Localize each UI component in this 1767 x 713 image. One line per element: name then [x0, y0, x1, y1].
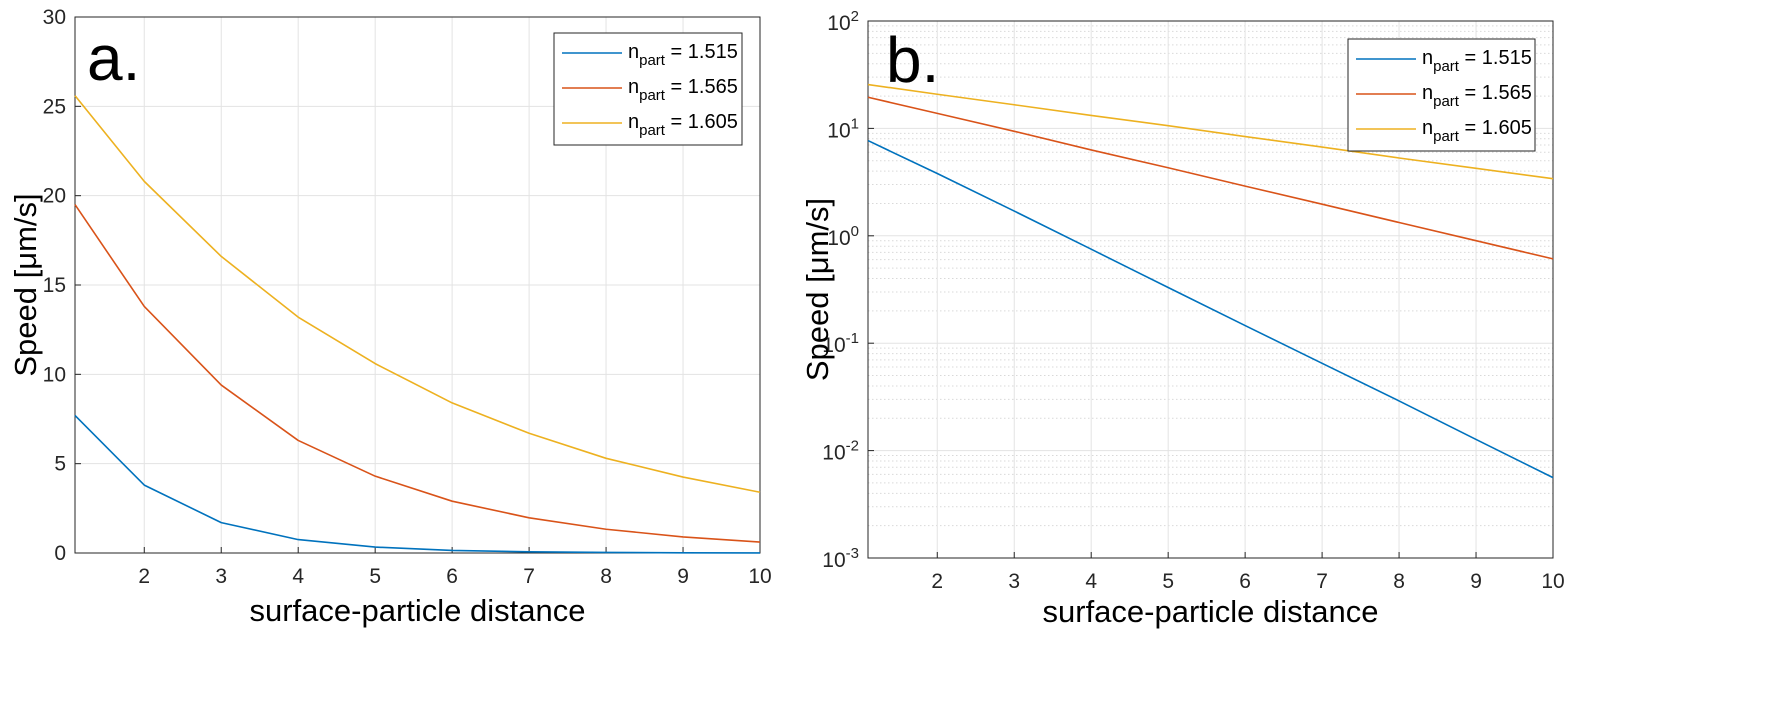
x-tick-label: 3 [215, 565, 227, 588]
legend-entry: npart = 1.515 [628, 41, 738, 69]
legend-entry: npart = 1.605 [628, 111, 738, 139]
y-tick-label: 100 [827, 223, 859, 250]
chart-panel-b: 2 3 4 5 6 7 8 9 10 10-3 10-2 10-1 100 101 102 npart = … [800, 8, 1565, 629]
grid-lines-a [75, 16, 761, 554]
x-tick-label: 7 [523, 565, 535, 588]
x-tick-label: 4 [1085, 570, 1097, 593]
legend-a: npart = 1.515 npart = 1.565 npart = 1.605 [553, 32, 743, 146]
y-tick-label: 30 [43, 6, 66, 29]
series-line-3 [867, 83, 1554, 180]
x-tick-label: 8 [1393, 570, 1405, 593]
legend-entry: npart = 1.565 [1422, 82, 1532, 110]
y-axis-label-b: Speed [μm/s] [800, 198, 835, 381]
y-tick-label: 10-1 [822, 330, 859, 357]
x-axis-label-a: surface-particle distance [250, 593, 586, 628]
series-line-3 [74, 95, 761, 494]
y-tick-label: 15 [43, 274, 66, 297]
x-tick-label: 2 [138, 565, 150, 588]
legend-box [553, 32, 743, 146]
y-tick-label: 20 [43, 185, 66, 208]
x-tick-label: 5 [1162, 570, 1174, 593]
series-line-1 [74, 414, 761, 554]
x-axis-label-b: surface-particle distance [1043, 594, 1379, 629]
tick-labels-b: 2 3 4 5 6 7 8 9 10 10-3 10-2 10-1 100 101 102 [822, 8, 1564, 593]
y-tick-label: 0 [54, 542, 66, 565]
legend-entry: npart = 1.605 [1422, 117, 1532, 145]
x-tick-label: 9 [1470, 570, 1482, 593]
x-tick-label: 4 [292, 565, 304, 588]
legend-b: npart = 1.515 npart = 1.565 npart = 1.605 [1347, 38, 1536, 152]
series-line-1 [867, 139, 1554, 479]
x-tick-label: 10 [1541, 570, 1564, 593]
y-tick-label: 10 [43, 363, 66, 386]
x-tick-label: 6 [446, 565, 458, 588]
y-tick-label: 5 [54, 453, 66, 476]
series-line-2 [74, 204, 761, 543]
legend-entry: npart = 1.515 [1422, 47, 1532, 75]
x-tick-label: 8 [600, 565, 612, 588]
series-lines-a [74, 95, 761, 554]
x-tick-label: 5 [369, 565, 381, 588]
series-lines-b [867, 83, 1554, 479]
y-tick-label: 102 [827, 8, 859, 35]
x-tick-label: 7 [1316, 570, 1328, 593]
legend-box [1347, 38, 1536, 152]
axes-box-b [867, 20, 1554, 559]
x-tick-label: 2 [931, 570, 943, 593]
y-tick-label: 25 [43, 95, 66, 118]
panel-label-a: a. [87, 22, 140, 94]
panel-label-b: b. [886, 24, 939, 96]
y-axis-label-a: Speed [μm/s] [8, 193, 43, 376]
y-tick-label: 10-2 [822, 438, 859, 465]
y-tick-label: 101 [827, 115, 859, 142]
x-tick-label: 9 [677, 565, 689, 588]
x-tick-label: 3 [1008, 570, 1020, 593]
x-tick-label: 6 [1239, 570, 1251, 593]
tick-labels-a: 2 3 4 5 6 7 8 9 10 0 5 10 15 20 25 30 [43, 6, 772, 588]
x-tick-label: 10 [748, 565, 771, 588]
y-tick-label: 10-3 [822, 545, 859, 572]
series-line-2 [867, 96, 1554, 260]
legend-entry: npart = 1.565 [628, 76, 738, 104]
